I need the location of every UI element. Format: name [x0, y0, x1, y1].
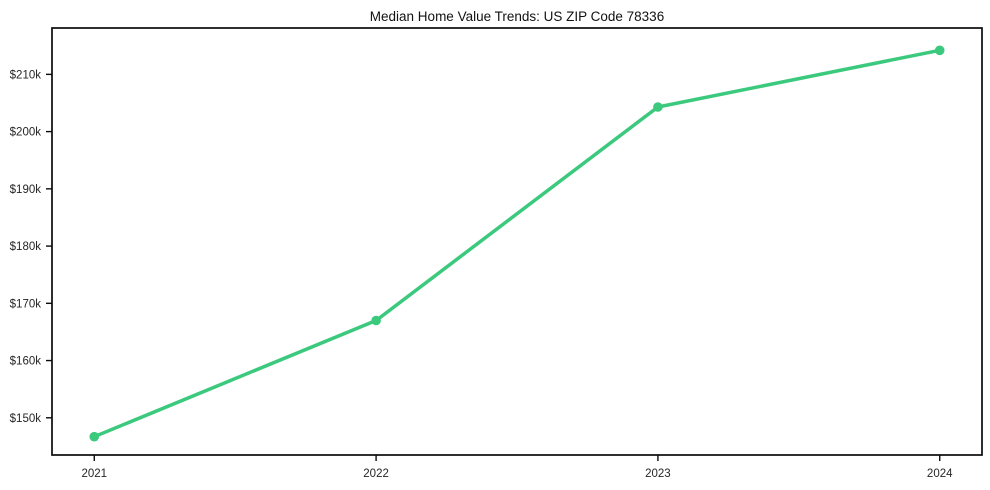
x-tick-label: 2023 — [645, 468, 671, 480]
data-point-2024 — [934, 45, 945, 56]
y-tick-label: $180k — [10, 241, 42, 253]
chart-title: Median Home Value Trends: US ZIP Code 78… — [370, 9, 664, 24]
trend-line — [92, 48, 942, 439]
y-tick-label: $150k — [10, 413, 42, 425]
x-tick-label: 2021 — [81, 468, 107, 480]
x-tick-label: 2024 — [927, 468, 953, 480]
plot-area: $150k $160k $170k $180k $190k $200k $210k 2021 2… — [10, 27, 983, 480]
y-tick-label: $200k — [10, 127, 42, 139]
plot-frame — [51, 27, 983, 456]
data-point-2023 — [653, 102, 663, 112]
y-tick-label: $210k — [10, 69, 42, 81]
data-point-2022 — [371, 315, 381, 326]
y-tick-label: $170k — [10, 298, 42, 310]
y-tick-label: $190k — [10, 184, 42, 196]
x-tick-label: 2022 — [363, 468, 389, 480]
data-point-2021 — [89, 431, 100, 442]
y-tick-label: $160k — [10, 356, 42, 368]
